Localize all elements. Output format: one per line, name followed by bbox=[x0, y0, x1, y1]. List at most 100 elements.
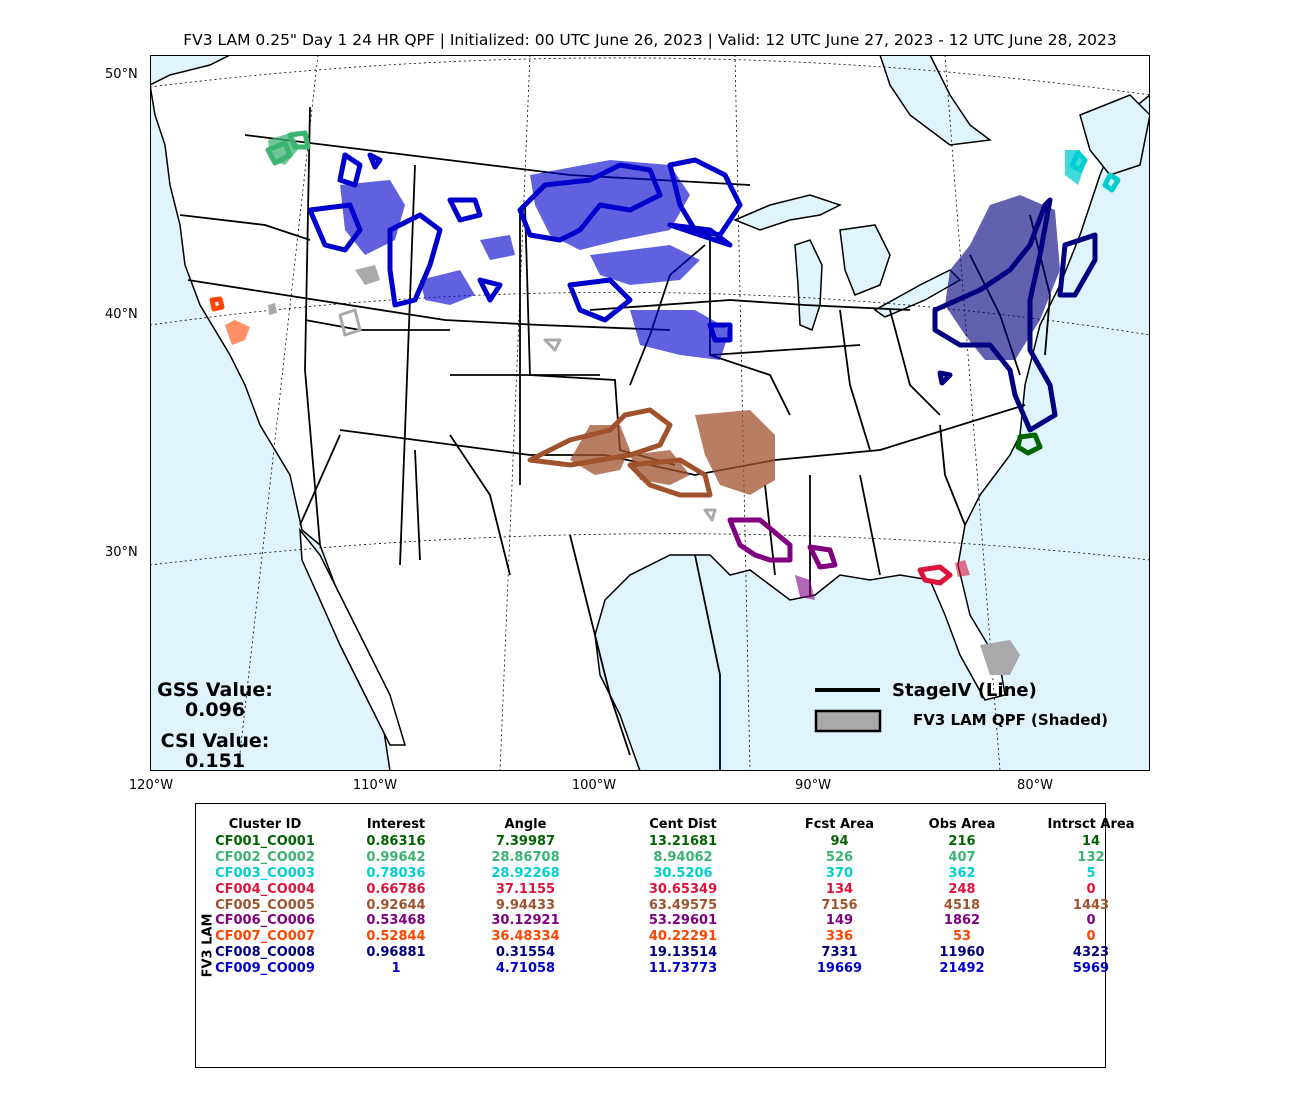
table-cell: 0.99642 bbox=[366, 850, 426, 866]
lake-michigan bbox=[794, 239, 823, 332]
table-cell: 5969 bbox=[1072, 960, 1110, 976]
table-cell: 37.1155 bbox=[495, 881, 556, 897]
table-cell: 11960 bbox=[939, 944, 985, 960]
column-header: Fcst Area bbox=[804, 816, 875, 832]
legend-fcst-label: FV3 LAM QPF (Shaded) bbox=[913, 711, 1108, 729]
table-cell: 9.94433 bbox=[495, 897, 556, 913]
table-cell: 11.73773 bbox=[648, 960, 718, 976]
table-row: CF004_CO004 0.66786 37.1155 30.65349 134 248 0 bbox=[205, 881, 1155, 897]
table-cell: 132 bbox=[1077, 850, 1105, 866]
table-cell: 1 bbox=[391, 960, 401, 976]
table-cell: CF007_CO007 bbox=[215, 929, 315, 945]
column-header: Obs Area bbox=[928, 816, 996, 832]
cf006-obs bbox=[727, 517, 838, 570]
lake-superior bbox=[733, 194, 842, 231]
table-cell: 8.94062 bbox=[653, 850, 713, 866]
table-cell: CF003_CO003 bbox=[215, 865, 315, 881]
table-row: CF007_CO007 0.52844 36.48334 40.22291 336 53 0 bbox=[205, 929, 1155, 945]
cf005-obs bbox=[527, 407, 713, 498]
table-header-row: Cluster ID Interest Angle Cent Dist Fcst… bbox=[205, 814, 1155, 834]
cf004-obs bbox=[917, 564, 953, 586]
lon-label: 120°W bbox=[128, 778, 174, 793]
cf001-obs bbox=[1015, 432, 1043, 456]
table-cell: 407 bbox=[948, 850, 976, 866]
table-cell: 0.66786 bbox=[366, 881, 426, 897]
table-cell: 30.5206 bbox=[653, 865, 713, 881]
csi-value: 0.151 bbox=[185, 750, 245, 771]
table-cell: CF005_CO005 bbox=[215, 897, 315, 913]
gss-label: GSS Value: bbox=[157, 679, 273, 701]
cf006-fcst bbox=[795, 575, 815, 600]
table-cell: 0.86316 bbox=[366, 834, 426, 850]
table-cell: 4518 bbox=[943, 897, 981, 913]
object-attribute-table: Cluster ID Interest Angle Cent Dist Fcst… bbox=[205, 814, 1155, 976]
table-row: CF009_CO009 1 4.71058 11.73773 19669 21492 596… bbox=[205, 960, 1155, 976]
baja-peninsula bbox=[299, 527, 407, 746]
table-cell: 5 bbox=[1086, 865, 1096, 881]
lat-label: 50°N bbox=[105, 67, 138, 82]
column-header: Intrsct Area bbox=[1047, 816, 1135, 832]
column-header: Cent Dist bbox=[649, 816, 717, 832]
cf007-obs bbox=[209, 296, 225, 312]
table-cell: CF004_CO004 bbox=[215, 881, 315, 897]
table-cell: 134 bbox=[825, 881, 854, 897]
table-cell: 4.71058 bbox=[495, 960, 556, 976]
cf008-obs bbox=[932, 197, 1098, 433]
table-cell: 53.29601 bbox=[648, 913, 718, 929]
hudson-bay bbox=[879, 55, 992, 146]
table-cell: 248 bbox=[948, 881, 976, 897]
table-cell: CF001_CO001 bbox=[215, 834, 315, 850]
table-cell: 0 bbox=[1086, 929, 1096, 945]
column-header: Cluster ID bbox=[228, 816, 302, 832]
legend-obs-label: StageIV (Line) bbox=[892, 680, 1037, 701]
table-cell: 7.39987 bbox=[495, 834, 556, 850]
table-cell: 149 bbox=[825, 913, 854, 929]
cf003-obs bbox=[1069, 150, 1121, 193]
lake-huron bbox=[839, 224, 891, 296]
table-cell: 30.65349 bbox=[648, 881, 718, 897]
csi-label: CSI Value: bbox=[161, 730, 270, 752]
table-cell: 94 bbox=[830, 834, 849, 850]
table-row: CF003_CO003 0.78036 28.92268 30.5206 370 362 5 bbox=[205, 866, 1155, 882]
table-cell: 0.52844 bbox=[366, 929, 426, 945]
table-cell: 13.21681 bbox=[648, 834, 718, 850]
object-attribute-table-box bbox=[195, 803, 1106, 1068]
table-cell: 0 bbox=[1086, 881, 1096, 897]
table-cell: 0.92644 bbox=[366, 897, 426, 913]
table-cell: CF002_CO002 bbox=[215, 850, 315, 866]
table-cell: 4323 bbox=[1072, 944, 1110, 960]
table-row: CF001_CO001 0.86316 7.39987 13.21681 94 216 14 bbox=[205, 834, 1155, 850]
lon-label: 80°W bbox=[1017, 778, 1053, 793]
table-cell: 19.13514 bbox=[648, 944, 718, 960]
column-header: Interest bbox=[366, 816, 426, 832]
table-cell: 362 bbox=[948, 865, 976, 881]
cf002-obs bbox=[265, 130, 311, 166]
cf005-fcst bbox=[570, 410, 775, 495]
table-cell: 40.22291 bbox=[648, 929, 718, 945]
map-title: FV3 LAM 0.25" Day 1 24 HR QPF | Initiali… bbox=[183, 31, 1117, 49]
table-cell: 0.31554 bbox=[495, 944, 556, 960]
table-row: CF005_CO005 0.92644 9.94433 63.49575 7156 451… bbox=[205, 897, 1155, 913]
lat-label: 30°N bbox=[105, 545, 138, 560]
unmatched-obs bbox=[338, 308, 717, 522]
table-row: CF002_CO002 0.99642 28.86708 8.94062 526 407 1… bbox=[205, 850, 1155, 866]
gulf-of-st-lawrence bbox=[1079, 94, 1150, 176]
table-cell: 21492 bbox=[939, 960, 985, 976]
gss-value: 0.096 bbox=[185, 699, 245, 721]
legend-fcst-swatch bbox=[814, 709, 882, 733]
table-cell: 53 bbox=[952, 929, 972, 945]
table-cell: CF006_CO006 bbox=[215, 913, 315, 929]
table-cell: 1443 bbox=[1072, 897, 1110, 913]
table-row: CF008_CO008 0.96881 0.31554 19.13514 7331 119… bbox=[205, 945, 1155, 961]
table-cell: 36.48334 bbox=[491, 929, 560, 945]
cf009-obs bbox=[307, 152, 743, 343]
table-cell: 0.78036 bbox=[366, 865, 426, 881]
table-cell: 28.92268 bbox=[491, 865, 560, 881]
table-cell: CF008_CO008 bbox=[215, 944, 315, 960]
table-cell: 28.86708 bbox=[491, 850, 560, 866]
table-cell: 1862 bbox=[943, 913, 981, 929]
table-cell: 30.12921 bbox=[491, 913, 560, 929]
table-cell: 216 bbox=[948, 834, 976, 850]
table-cell: 7331 bbox=[821, 944, 858, 960]
cf004-fcst bbox=[955, 560, 970, 577]
